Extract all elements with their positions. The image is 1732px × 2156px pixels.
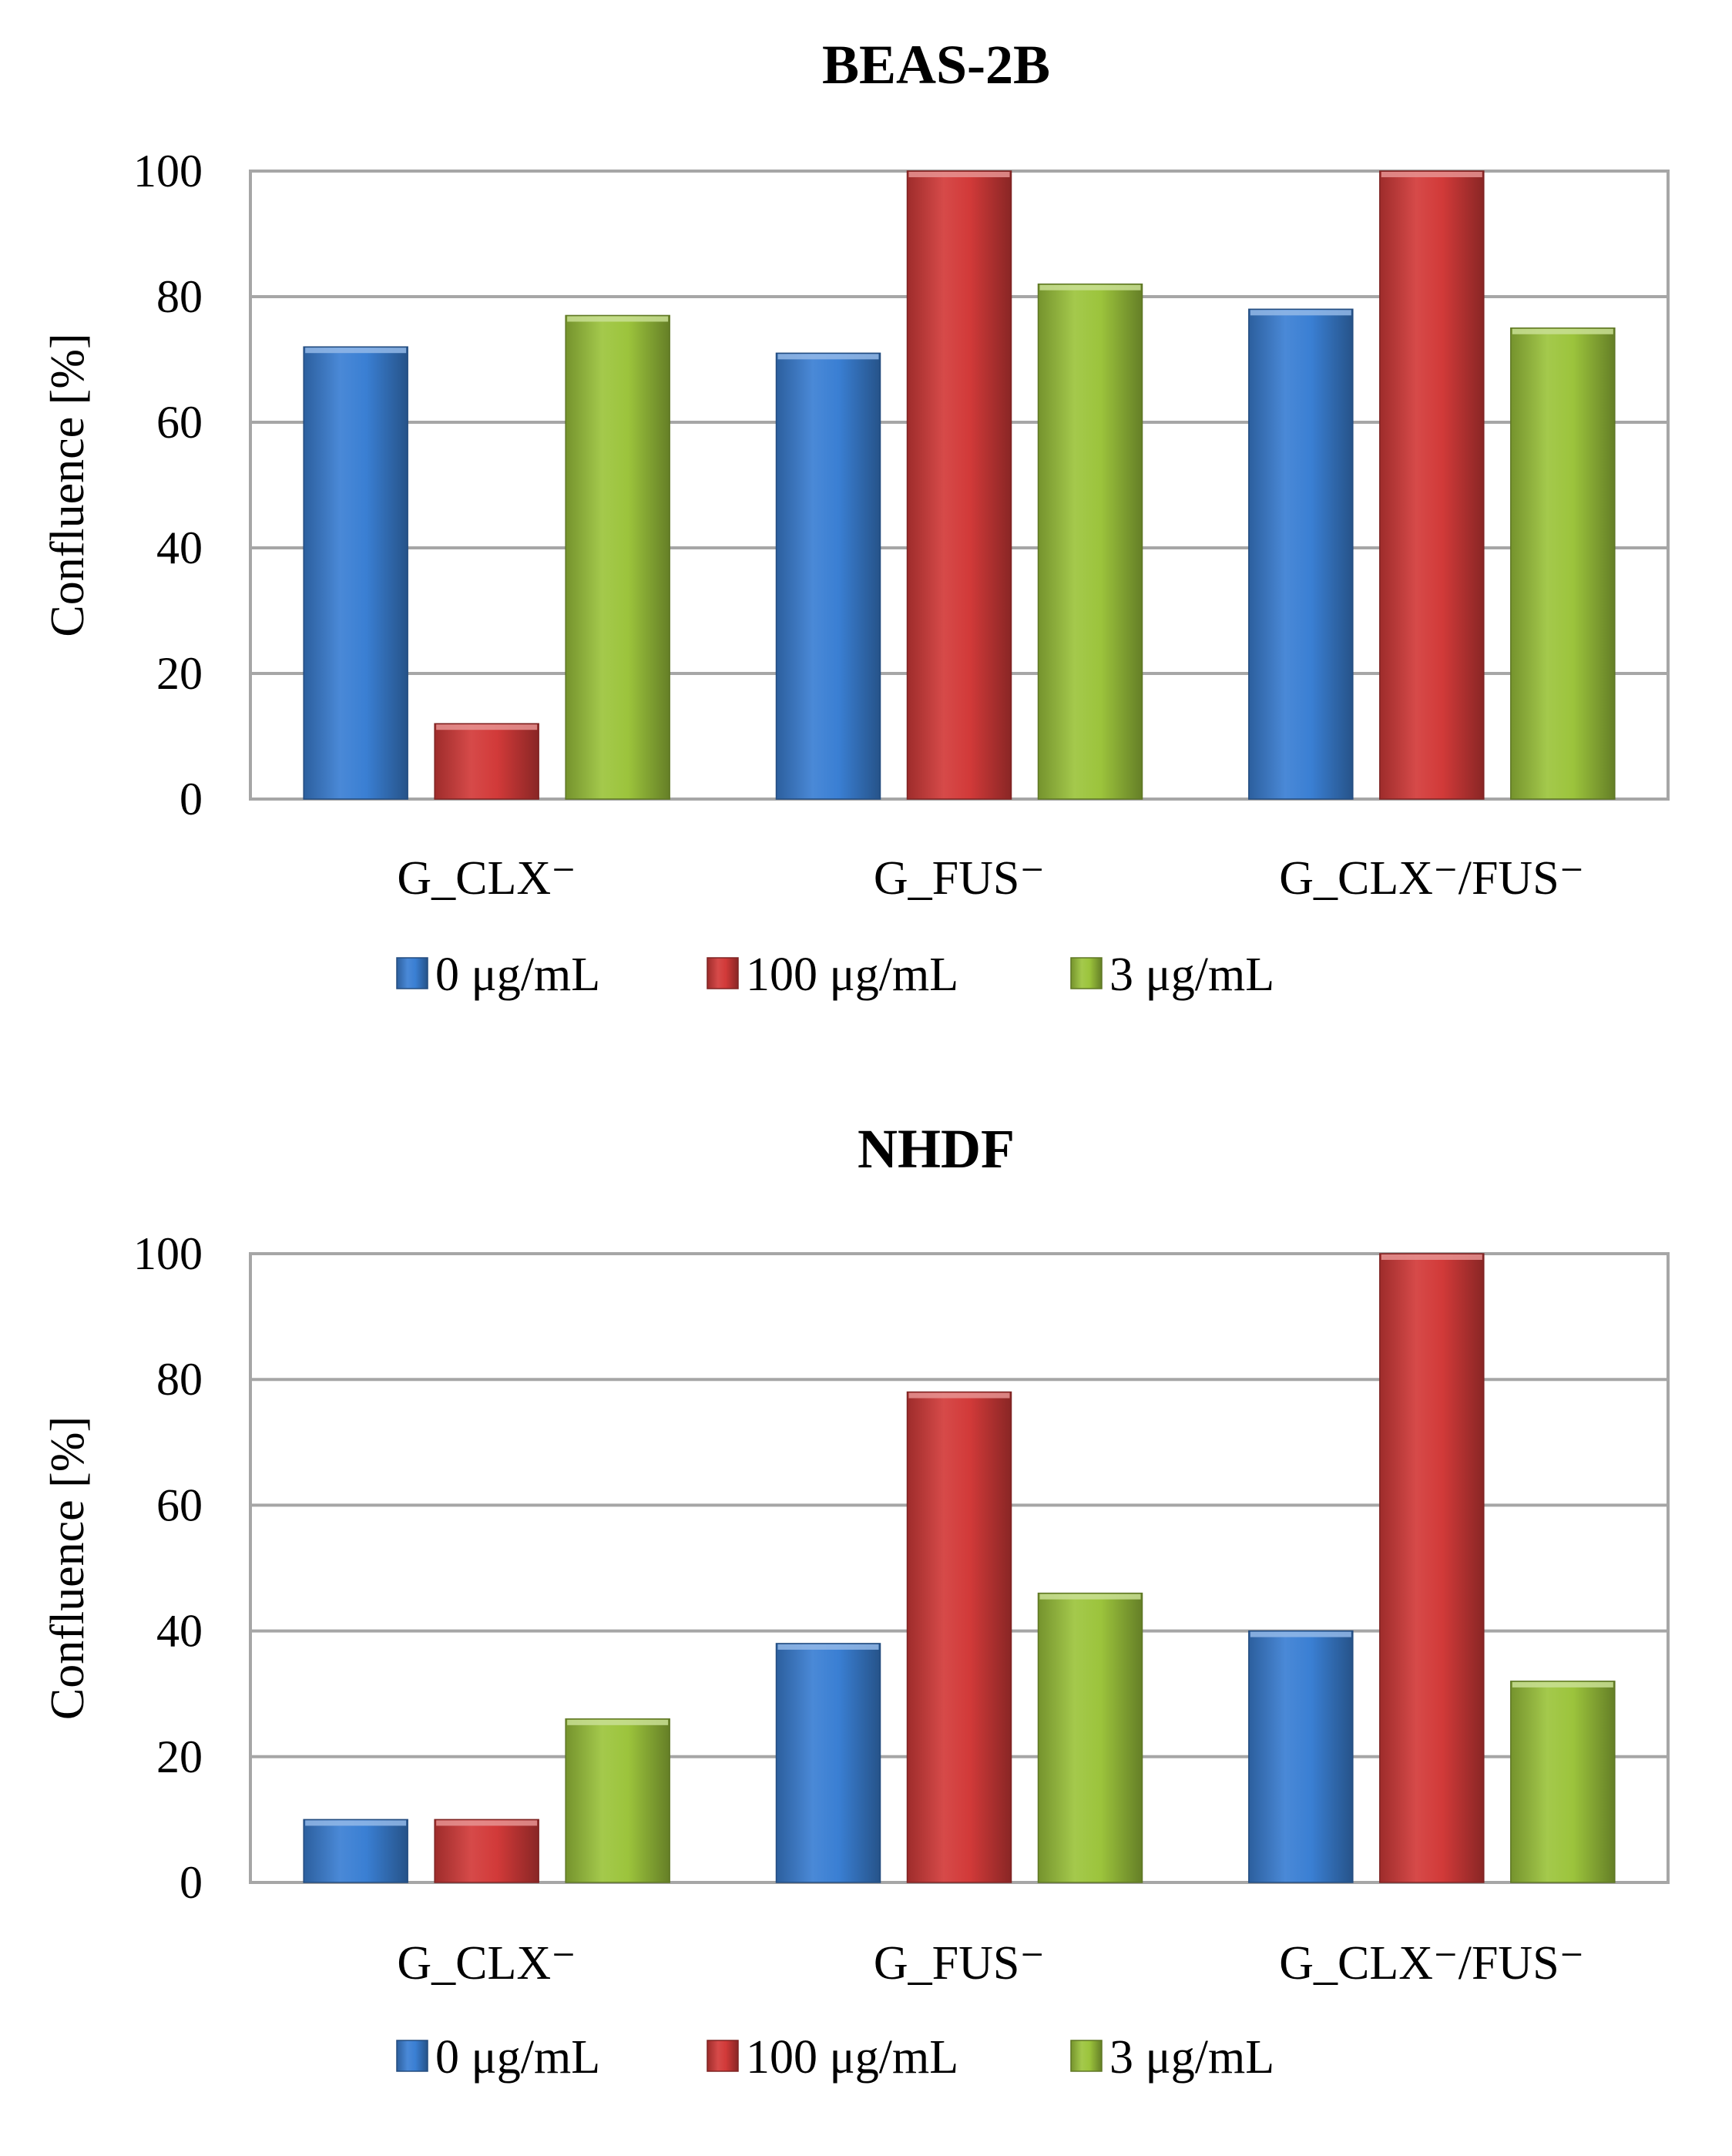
y-tick-label: 40 [156, 1606, 203, 1657]
bar-red-2 [906, 170, 1012, 800]
bar-highlight [567, 1719, 669, 1725]
bar-blue-1 [303, 346, 408, 800]
bar-red-2 [906, 1391, 1012, 1883]
bar-highlight [567, 316, 669, 322]
bar-green-2 [1037, 283, 1143, 800]
bar-highlight [1381, 1254, 1482, 1260]
bar-highlight [1512, 1681, 1613, 1688]
y-axis-label: Confluence [%] [42, 333, 94, 636]
bar-red-3 [1379, 1253, 1485, 1883]
legend-label: 0 μg/mL [435, 949, 600, 1001]
legend-label: 3 μg/mL [1109, 949, 1274, 1001]
chart-title: NHDF [858, 1118, 1015, 1180]
bar-highlight [305, 1820, 407, 1826]
bar-green-3 [1510, 327, 1616, 800]
chart-title: BEAS-2B [822, 34, 1050, 96]
x-category-label: G_FUS⁻ [874, 1937, 1045, 1990]
bar-highlight [777, 354, 879, 360]
legend-label: 3 μg/mL [1109, 2031, 1274, 2084]
y-tick-label: 60 [156, 1479, 203, 1530]
bar-blue-3 [1248, 308, 1354, 800]
chart-panel-1: BEAS-2B 0 20 40 60 80 100 Confluence [%] G_CLX⁻ G… [42, 34, 1670, 1001]
bar-highlight [436, 724, 538, 730]
legend-swatch-blue [396, 957, 428, 989]
bar-blue-2 [775, 352, 881, 800]
bar-highlight [305, 348, 407, 354]
legend-label: 100 μg/mL [746, 2031, 958, 2084]
legend-swatch-blue [396, 2040, 428, 2072]
y-tick-label: 80 [156, 271, 203, 322]
legend-swatch-red [707, 2040, 739, 2072]
y-tick-label: 0 [180, 774, 203, 824]
bar-green-2 [1037, 1592, 1143, 1883]
x-category-label: G_CLX⁻ [397, 852, 576, 905]
bar-highlight [908, 1392, 1010, 1399]
legend-label: 0 μg/mL [435, 2031, 600, 2084]
bar-blue-1 [303, 1818, 408, 1883]
y-tick-label: 40 [156, 522, 203, 573]
bar-highlight [1250, 310, 1351, 316]
legend-label: 100 μg/mL [746, 949, 958, 1001]
x-category-label: G_CLX⁻/FUS⁻ [1279, 852, 1584, 905]
bar-highlight [777, 1644, 879, 1650]
bar-green-3 [1510, 1681, 1616, 1883]
x-category-label: G_CLX⁻ [397, 1937, 576, 1990]
legend-swatch-red [707, 957, 739, 989]
bar-highlight [908, 172, 1010, 177]
y-tick-label: 80 [156, 1354, 203, 1405]
x-category-label: G_FUS⁻ [874, 852, 1045, 905]
y-tick-label: 60 [156, 397, 203, 448]
y-tick-label: 0 [180, 1857, 203, 1908]
bar-red-3 [1379, 170, 1485, 800]
legend-swatch-green [1070, 957, 1103, 989]
bar-highlight [1039, 284, 1141, 290]
y-tick-label: 100 [133, 1228, 203, 1279]
bar-blue-3 [1248, 1630, 1354, 1883]
bar-red-1 [434, 1818, 539, 1883]
y-tick-label: 20 [156, 1731, 203, 1782]
y-tick-label: 20 [156, 648, 203, 699]
bar-highlight [1512, 328, 1613, 334]
y-axis-label: Confluence [%] [42, 1416, 94, 1720]
bar-blue-2 [775, 1643, 881, 1883]
x-category-label: G_CLX⁻/FUS⁻ [1279, 1937, 1584, 1990]
bar-highlight [436, 1820, 538, 1826]
legend-swatch-green [1070, 2040, 1103, 2072]
bar-red-1 [434, 723, 539, 800]
bar-highlight [1250, 1631, 1351, 1637]
bar-highlight [1039, 1593, 1141, 1600]
chart-panel-2: NHDF 0 20 40 60 80 100 Confluence [%] G_CLX⁻ G_FU… [42, 1118, 1670, 2084]
y-tick-label: 100 [133, 146, 203, 196]
bar-green-1 [565, 314, 670, 800]
bar-green-1 [565, 1718, 670, 1883]
bar-highlight [1381, 172, 1482, 177]
